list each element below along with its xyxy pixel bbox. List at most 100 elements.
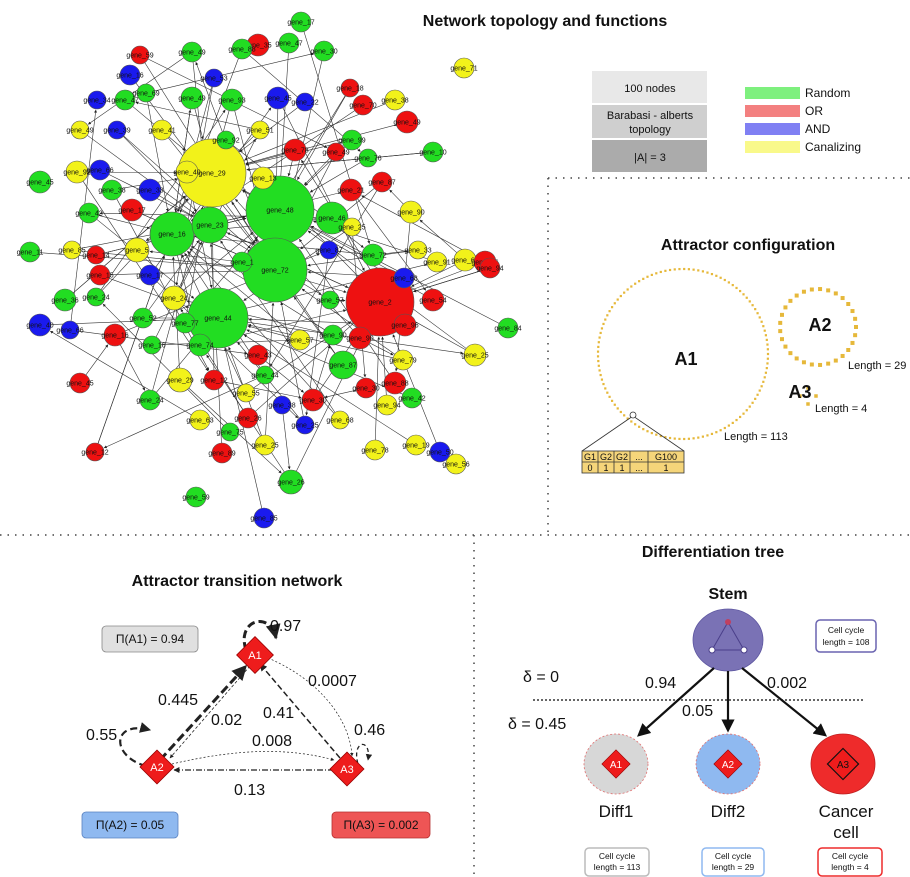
network-node-label: gene_59 — [126, 53, 153, 60]
attractor-state — [742, 412, 745, 415]
network-node-label: gene_87 — [329, 363, 356, 370]
attractor-state — [762, 325, 765, 328]
network-node-label: gene_94 — [476, 266, 503, 273]
state-value-cell: 1 — [619, 463, 624, 473]
attractor-state — [748, 405, 751, 408]
attractor-state — [610, 306, 614, 309]
network-node-label: gene_33 — [404, 248, 431, 255]
info-box-topology — [592, 105, 707, 138]
network-node-label: gene_99 — [338, 138, 365, 145]
network-node-label: gene_71 — [450, 66, 477, 73]
network-edge — [303, 31, 371, 244]
network-node: gene_17 — [118, 198, 146, 222]
attractor-a2-length: Length = 29 — [848, 360, 906, 372]
network-node: gene_85 — [250, 507, 278, 529]
tree-edge-weight-1: 0.94 — [645, 675, 676, 692]
leaf-diff1-cycle-2: length = 113 — [594, 862, 641, 872]
network-node-label: gene_10 — [419, 150, 446, 157]
network-node: gene_25 — [338, 217, 366, 237]
attractor-state — [748, 300, 751, 303]
network-node: gene_24 — [160, 285, 188, 311]
network-edge — [123, 136, 197, 212]
attractor-state — [634, 423, 637, 426]
leaf-cancer-label-2: cell — [833, 823, 859, 842]
network-node-label: gene_30 — [299, 398, 326, 405]
network-node-label: gene_24 — [136, 398, 163, 405]
leaf-diff2-label: Diff2 — [711, 802, 746, 821]
network-node-label: gene_14 — [82, 253, 109, 260]
network-node-label: gene_29 — [198, 171, 225, 178]
legend-label-random: Random — [805, 86, 850, 100]
network-node: gene_87 — [315, 240, 343, 260]
network-node-label: gene_38 — [268, 403, 295, 410]
network-node: gene_26 — [277, 469, 305, 495]
network-node: gene_19 — [402, 434, 430, 456]
network-edge — [103, 378, 257, 449]
weight-a1-a3: 0.0007 — [308, 673, 357, 690]
attractor-state — [760, 320, 763, 323]
attractor-state — [606, 391, 609, 394]
network-node: gene_45 — [66, 372, 94, 394]
transition-edges — [119, 620, 373, 773]
info-box-nodes — [592, 71, 707, 103]
network-node: gene_68 — [390, 267, 418, 289]
network-node: gene_30 — [299, 388, 327, 412]
network-node-label: gene_47 — [275, 41, 302, 48]
attractor-state — [673, 268, 676, 271]
network-node-label: gene_41 — [148, 128, 175, 135]
attractor-state — [756, 312, 759, 315]
tree-panel: Differentiation tree Stem Cell cycle len… — [508, 544, 883, 877]
network-node-label: gene_90 — [397, 210, 424, 217]
network-node: gene_51 — [246, 120, 274, 140]
network-node-label: gene_30 — [310, 49, 337, 56]
attractor-state — [602, 382, 605, 386]
info-box-attractors-text: |A| = 3 — [634, 152, 666, 164]
attractor-state — [794, 356, 799, 361]
attractor-title: Attractor configuration — [661, 237, 835, 254]
leaf-diff2-cycle-1: Cell cycle — [715, 851, 752, 861]
network-node: gene_90 — [397, 200, 425, 224]
network-node-label: gene_50 — [426, 450, 453, 457]
attractor-state — [751, 401, 754, 404]
network-node-label: gene_38 — [98, 188, 125, 195]
node-a2-label: A2 — [150, 762, 163, 774]
network-node-label: gene_30 — [352, 386, 379, 393]
network-edge — [280, 302, 304, 417]
network-node-label: gene_18 — [336, 86, 363, 93]
network-edge — [85, 344, 109, 376]
network-edge — [102, 303, 224, 426]
attractor-state — [613, 302, 616, 305]
attractor-state — [626, 288, 629, 291]
leaf-cancer-cycle-1: Cell cycle — [832, 851, 869, 861]
network-node: gene_49 — [178, 41, 206, 63]
attractor-state — [642, 277, 645, 280]
legend-swatch-and — [745, 123, 800, 135]
network-node: gene_54 — [419, 288, 447, 312]
network-node-label: gene_24 — [82, 295, 109, 302]
network-node-label: gene_25 — [251, 443, 278, 450]
attractor-state — [766, 362, 769, 365]
network-node-label: gene_53 — [200, 76, 227, 83]
state-header-cell: G1 — [584, 452, 596, 462]
attractor-state — [701, 270, 705, 273]
network-node-label: gene_36 — [51, 298, 78, 305]
network-node: gene_84 — [494, 317, 522, 339]
attractor-a2-name: A2 — [808, 315, 831, 335]
network-node: gene_59 — [126, 45, 154, 65]
network-node-label: gene_56 — [442, 462, 469, 469]
attractor-state — [806, 402, 810, 406]
network-node: gene_47 — [275, 32, 303, 54]
attractor-state — [659, 270, 662, 274]
network-edge — [247, 323, 394, 359]
attractor-state — [697, 269, 700, 272]
network-node-label: gene_16 — [116, 73, 143, 80]
attractor-state — [710, 272, 714, 276]
network-node-label: gene_35 — [244, 43, 271, 50]
leaf-diff2-attractor: A2 — [722, 760, 735, 771]
network-node: gene_33 — [136, 178, 164, 202]
attractor-state — [806, 386, 810, 390]
attractor-state — [719, 276, 722, 279]
legend-swatch-or — [745, 105, 800, 117]
network-node-label: gene_91 — [423, 260, 450, 267]
